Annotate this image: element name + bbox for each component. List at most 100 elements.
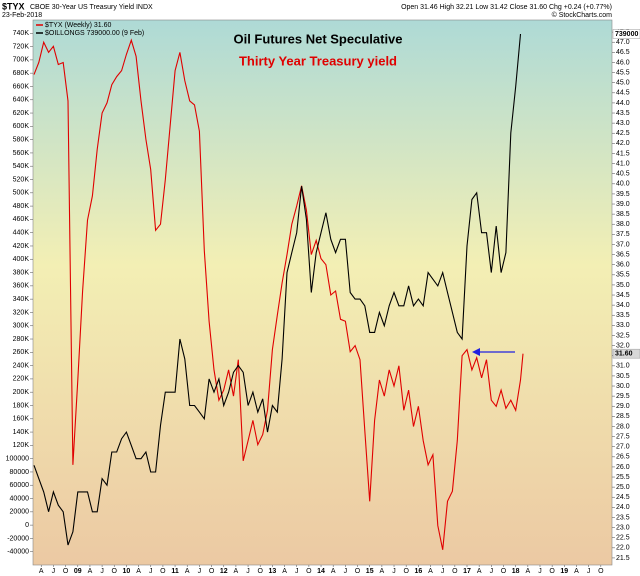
x-tick-label: J [295,568,299,575]
y-tick-label: 420K [13,243,30,250]
x-tick-label: J [490,568,494,575]
date: 23-Feb-2018 [2,12,42,19]
y-tick-label: 340K [13,296,30,303]
y-tick-label: 620K [13,110,30,117]
y-tick-label: 460K [13,216,30,223]
x-tick-label: 19 [560,568,568,575]
y-tick-label: 660K [13,83,30,90]
y-tick-label: 140K [13,429,30,436]
x-tick-label: J [198,568,202,575]
y-tick-label: 260K [13,349,30,356]
y2-tick-label: 35.5 [616,272,630,279]
y-tick-label: 60000 [10,482,30,489]
y2-tick-label: 24.5 [616,494,630,501]
y2-tick-label: 43.0 [616,120,630,127]
y-tick-label: 80000 [10,469,30,476]
x-tick-label: 09 [74,568,82,575]
x-tick-label: A [39,568,44,575]
y-tick-label: 160K [13,416,30,423]
y2-tick-label: 46.5 [616,49,630,56]
y2-tick-label: 34.5 [616,292,630,299]
x-tick-label: O [160,568,166,575]
y-tick-label: 720K [13,43,30,50]
x-tick-label: 18 [512,568,520,575]
y-tick-label: 500K [13,190,30,197]
x-tick-label: 13 [268,568,276,575]
x-tick-label: A [185,568,190,575]
y-tick-label: 100000 [6,456,29,463]
last-value-label: 739000 [615,31,638,38]
y2-tick-label: 34.0 [616,302,630,309]
x-tick-label: O [403,568,409,575]
x-tick-label: O [112,568,118,575]
y2-tick-label: 33.0 [616,322,630,329]
y-tick-label: 680K [13,70,30,77]
y2-tick-label: 28.5 [616,413,630,420]
y-tick-label: 580K [13,136,30,143]
x-tick-label: 11 [171,568,179,575]
last-value-box [612,348,640,359]
y-tick-label: 700K [13,57,30,64]
y-tick-label: 220K [13,376,30,383]
symbol-name: CBOE 30-Year US Treasury Yield INDX [30,4,153,11]
y-tick-label: 400K [13,256,30,263]
symbol: $TYX [2,1,25,11]
x-tick-label: O [501,568,507,575]
y2-tick-label: 27.0 [616,444,630,451]
x-tick-label: A [282,568,287,575]
x-tick-label: J [392,568,396,575]
x-tick-label: O [549,568,555,575]
y2-tick-label: 32.0 [616,342,630,349]
y2-tick-label: 38.5 [616,211,630,218]
x-tick-label: 15 [366,568,374,575]
y-tick-label: 480K [13,203,30,210]
x-tick-label: 16 [414,568,422,575]
y2-tick-label: 41.0 [616,160,630,167]
y-tick-label: 280K [13,336,30,343]
x-tick-label: J [344,568,348,575]
x-tick-label: A [136,568,141,575]
y2-tick-label: 30.0 [616,383,630,390]
y-tick-label: 640K [13,97,30,104]
y2-tick-label: 45.5 [616,69,630,76]
y2-tick-label: 25.0 [616,484,630,491]
series-line [33,38,524,550]
y-tick-label: 600K [13,123,30,130]
copyright: © StockCharts.com [552,11,613,19]
x-tick-label: A [525,568,530,575]
y2-tick-label: 38.0 [616,221,630,228]
y2-tick-label: 40.0 [616,181,630,188]
plot-area [32,19,613,566]
y2-tick-label: 37.5 [616,231,630,238]
y-tick-label: 0 [25,522,29,529]
y-tick-label: -40000 [7,549,29,556]
y2-tick-label: 28.0 [616,423,630,430]
legend-label: $TYX (Weekly) 31.60 [45,22,112,29]
y2-tick-label: 35.0 [616,282,630,289]
y2-tick-label: 27.5 [616,433,630,440]
y2-tick-label: 42.0 [616,140,630,147]
last-value-box [612,29,640,39]
y2-tick-label: 21.5 [616,555,630,562]
x-tick-label: 17 [463,568,471,575]
y2-tick-label: 39.0 [616,201,630,208]
x-tick-label: A [331,568,336,575]
y-tick-label: 200K [13,389,30,396]
x-tick-label: A [380,568,385,575]
y-tick-label: 20000 [10,509,30,516]
series-line [33,33,522,546]
x-tick-label: O [257,568,263,575]
y-tick-label: 360K [13,283,30,290]
y-tick-label: 380K [13,269,30,276]
y2-tick-label: 33.5 [616,312,630,319]
y2-tick-label: 30.5 [616,373,630,380]
y-tick-label: 120K [13,442,30,449]
legend-label: $OILLONGS 739000.00 (9 Feb) [45,30,144,37]
x-tick-label: A [477,568,482,575]
last-value-label: 31.60 [615,351,633,358]
y2-tick-label: 41.5 [616,150,630,157]
y2-tick-label: 24.0 [616,504,630,511]
y2-tick-label: 44.5 [616,90,630,97]
y2-tick-label: 36.0 [616,262,630,269]
annotation: Thirty Year Treasury yield [239,53,397,68]
